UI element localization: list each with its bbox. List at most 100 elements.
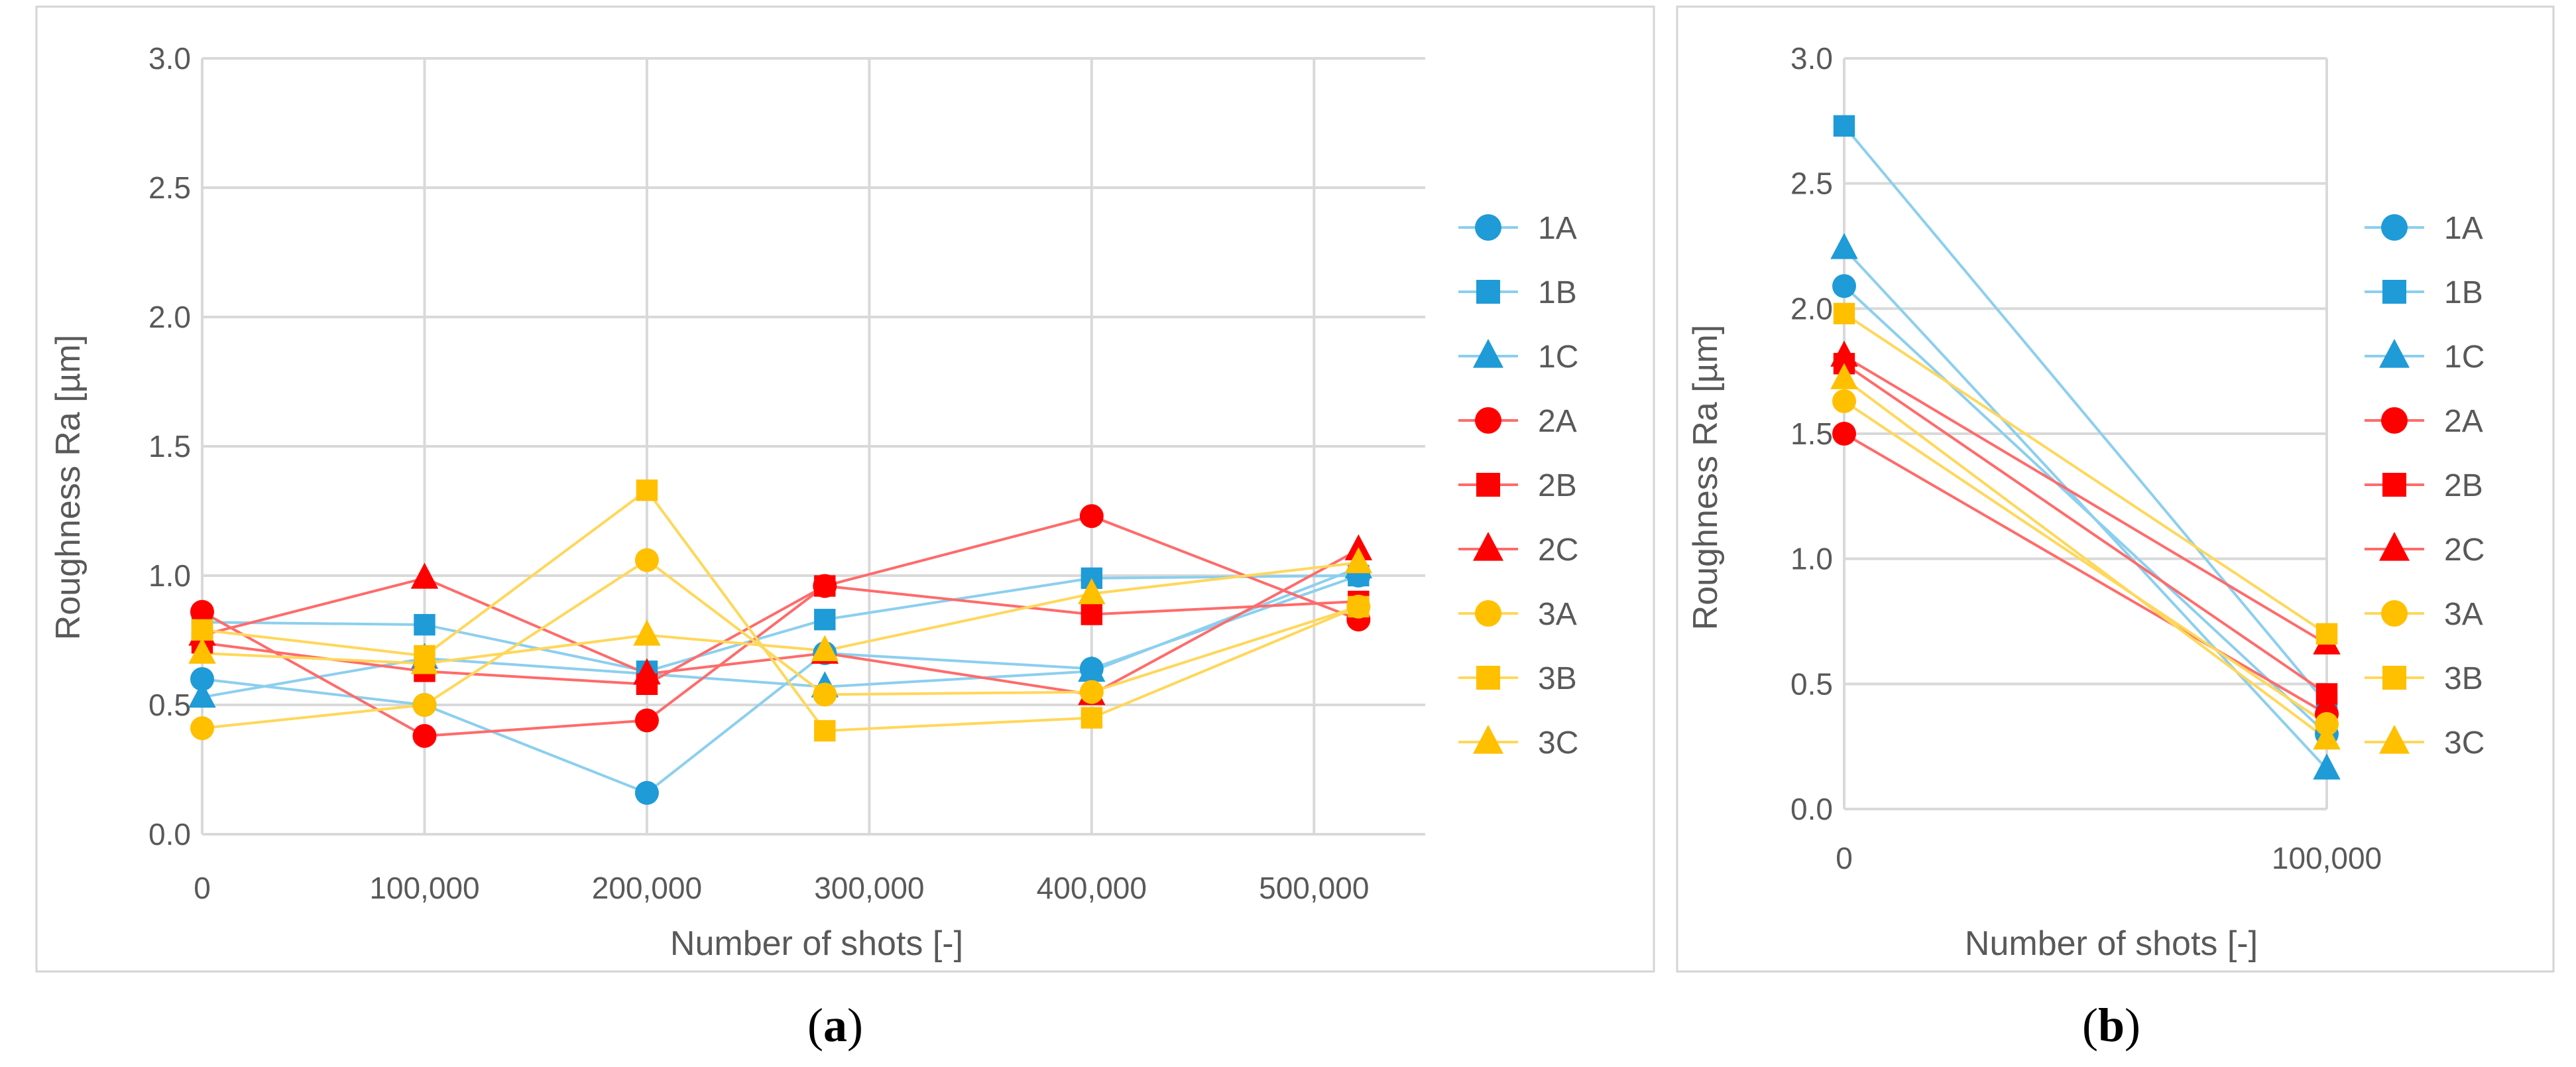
legend-item-1c: 1C — [2365, 338, 2485, 375]
legend-marker — [2382, 473, 2406, 497]
y-tick-label: 3.0 — [1790, 41, 1833, 76]
series-line-3a — [202, 558, 1359, 730]
legend-marker — [1473, 724, 1503, 754]
legend-item-2b: 2B — [1458, 468, 1577, 503]
data-point-3b — [1833, 302, 1855, 325]
data-point-1c — [1078, 655, 1106, 682]
legend-item-1a: 1A — [1458, 211, 1577, 246]
data-point-3c — [633, 619, 661, 646]
x-tick-label: 0 — [1836, 841, 1853, 875]
legend-marker — [1476, 280, 1500, 304]
legend-item-1a: 1A — [2365, 211, 2483, 246]
y-tick-label: 1.5 — [148, 429, 191, 464]
data-point-3a — [412, 693, 437, 717]
legend-marker — [2381, 600, 2408, 627]
data-point-2c — [1830, 340, 1858, 367]
x-tick-label: 0 — [194, 871, 211, 905]
series-line-1b — [202, 574, 1359, 673]
panel-label-a: (a) — [807, 999, 863, 1052]
data-point-3b — [1348, 596, 1370, 617]
series-line-2a — [1843, 432, 2328, 716]
data-point-1c — [1830, 233, 1858, 259]
y-tick-label: 0.5 — [148, 688, 191, 722]
series-line-3b — [202, 488, 1360, 733]
data-point-1c — [2313, 753, 2341, 780]
data-point-2a — [190, 599, 214, 624]
legend-marker — [2381, 214, 2408, 241]
data-point-1b — [814, 609, 836, 631]
data-point-3b — [1081, 707, 1103, 729]
legend-marker — [2379, 338, 2410, 368]
data-point-2c — [633, 658, 661, 685]
series-line-3a — [1843, 400, 2328, 725]
series-lines-a — [202, 488, 1360, 794]
chart-panel-b: 0.0 0.5 1.0 1.5 2.0 2.5 3.0 0 100,000 Number of… — [1676, 5, 2555, 973]
y-tick-label: 3.0 — [148, 41, 191, 76]
legend-label: 1A — [1538, 211, 1577, 246]
series-line-2a — [202, 515, 1360, 737]
data-point-1a — [634, 781, 659, 805]
data-point-2b — [2315, 683, 2338, 705]
legend-marker — [2382, 666, 2406, 690]
legend-item-2a: 2A — [2365, 404, 2483, 439]
legend-marker — [1475, 407, 1501, 434]
legend-label: 3C — [1538, 725, 1578, 761]
grid-a — [201, 57, 1425, 836]
legend-item-3a: 3A — [2365, 597, 2483, 632]
y-tick-label: 1.0 — [148, 558, 191, 593]
data-point-1a — [190, 667, 214, 691]
series-line-2c — [1843, 355, 2328, 645]
series-line-1c — [202, 566, 1360, 699]
panel-label-a-close: ) — [847, 999, 863, 1052]
legend-label: 2B — [1538, 468, 1577, 503]
data-point-3a — [1832, 389, 1856, 413]
data-point-1b — [414, 613, 436, 636]
legend-label: 3A — [1538, 597, 1577, 632]
y-tick-labels-b: 0.0 0.5 1.0 1.5 2.0 2.5 3.0 — [1790, 41, 1833, 826]
series-line-2b — [202, 584, 1359, 686]
legend-marker — [1475, 214, 1501, 241]
legend-item-1b: 1B — [2365, 275, 2483, 310]
series-markers-a — [188, 479, 1373, 805]
legend-marker — [2381, 407, 2408, 434]
legend-item-2b: 2B — [2365, 468, 2483, 503]
legend-marker — [2379, 724, 2410, 754]
series-markers-b — [1830, 115, 2341, 780]
x-tick-label: 400,000 — [1037, 871, 1147, 905]
legend-marker — [1473, 338, 1503, 368]
legend-marker — [2379, 531, 2410, 561]
series-line-1c — [1843, 247, 2328, 770]
y-tick-label: 2.0 — [148, 300, 191, 334]
data-point-3c — [410, 648, 439, 674]
data-point-3c — [188, 637, 216, 664]
legend-item-2a: 2A — [1458, 404, 1577, 439]
legend-item-3b: 3B — [1458, 661, 1577, 696]
data-point-2a — [634, 708, 659, 733]
data-point-2a — [412, 723, 437, 748]
chart-frame-b — [1676, 5, 2555, 973]
panel-label-b-open: ( — [2082, 999, 2098, 1052]
legend-label: 1C — [2444, 340, 2485, 375]
chart-frame-a — [35, 5, 1655, 973]
legend-item-3c: 3C — [2365, 724, 2485, 761]
data-point-3b — [636, 479, 658, 501]
y-tick-label: 2.0 — [1790, 291, 1833, 326]
series-line-2b — [1843, 362, 2328, 696]
data-point-3c — [811, 635, 839, 661]
y-tick-label: 2.5 — [1790, 166, 1833, 201]
data-point-1b — [1833, 115, 1855, 137]
series-line-3b — [1843, 312, 2328, 635]
legend-item-2c: 2C — [1458, 531, 1578, 568]
legend-item-3c: 3C — [1458, 724, 1578, 761]
legend-marker — [2382, 280, 2406, 304]
legend-marker — [1473, 531, 1503, 561]
x-tick-label: 200,000 — [592, 871, 702, 905]
panel-label-a-letter: a — [823, 999, 847, 1052]
legend-marker — [1476, 666, 1500, 690]
y-tick-label: 0.0 — [148, 817, 191, 851]
y-axis-title-b: Roughness Ra [µm] — [1686, 325, 1725, 631]
x-tick-label: 100,000 — [369, 871, 479, 905]
data-point-3b — [2315, 623, 2338, 645]
legend-label: 1A — [2444, 211, 2483, 246]
panel-label-b-letter: b — [2098, 999, 2125, 1052]
